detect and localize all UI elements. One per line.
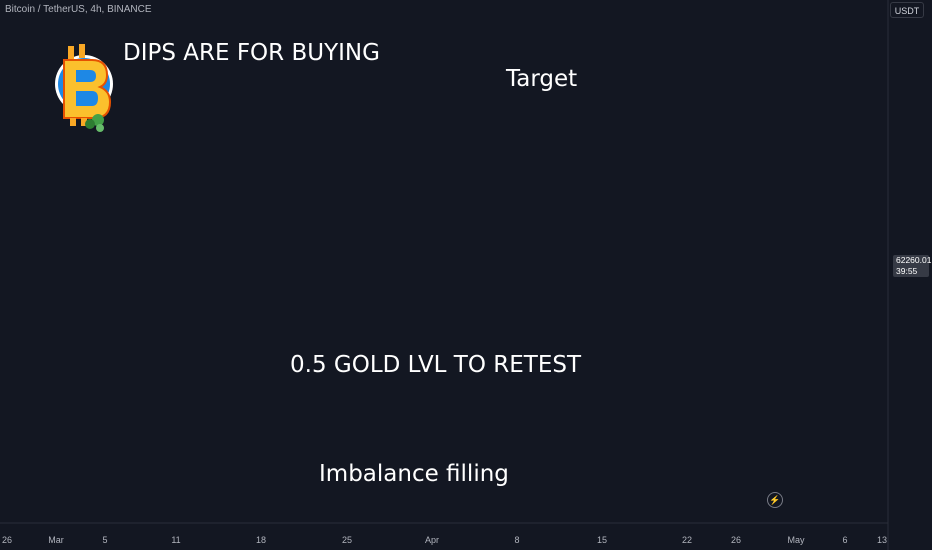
x-tick-label: 5 [102, 535, 107, 545]
target-annotation: Target [506, 66, 578, 92]
currency-button[interactable]: USDT [890, 2, 924, 18]
x-tick-label: Mar [48, 535, 64, 545]
bitcoin-logo-icon [55, 44, 113, 132]
x-tick-label: 22 [682, 535, 692, 545]
x-tick-label: 6 [842, 535, 847, 545]
x-tick-label: 26 [731, 535, 741, 545]
gold-level-annotation: 0.5 GOLD LVL TO RETEST [290, 352, 582, 378]
last-price-label: 62260.01 39:55 [893, 255, 932, 277]
x-tick-label: 11 [171, 535, 180, 545]
symbol-title[interactable]: Bitcoin / TetherUS, 4h, BINANCE [5, 4, 152, 15]
x-tick-label: 18 [256, 535, 266, 545]
x-tick-label: 25 [342, 535, 352, 545]
title-annotation: DIPS ARE FOR BUYING [123, 40, 380, 66]
bar-countdown: 39:55 [896, 266, 918, 276]
imbalance-annotation: Imbalance filling [319, 461, 509, 487]
x-tick-label: 13 [877, 535, 887, 545]
x-tick-label: May [787, 535, 805, 545]
x-tick-label: 8 [514, 535, 519, 545]
last-price-value: 62260.01 [896, 255, 932, 265]
lightning-icon[interactable]: ⚡ [767, 492, 783, 508]
x-tick-label: 15 [597, 535, 607, 545]
x-tick-label: 26 [2, 535, 12, 545]
x-tick-label: Apr [425, 535, 439, 545]
